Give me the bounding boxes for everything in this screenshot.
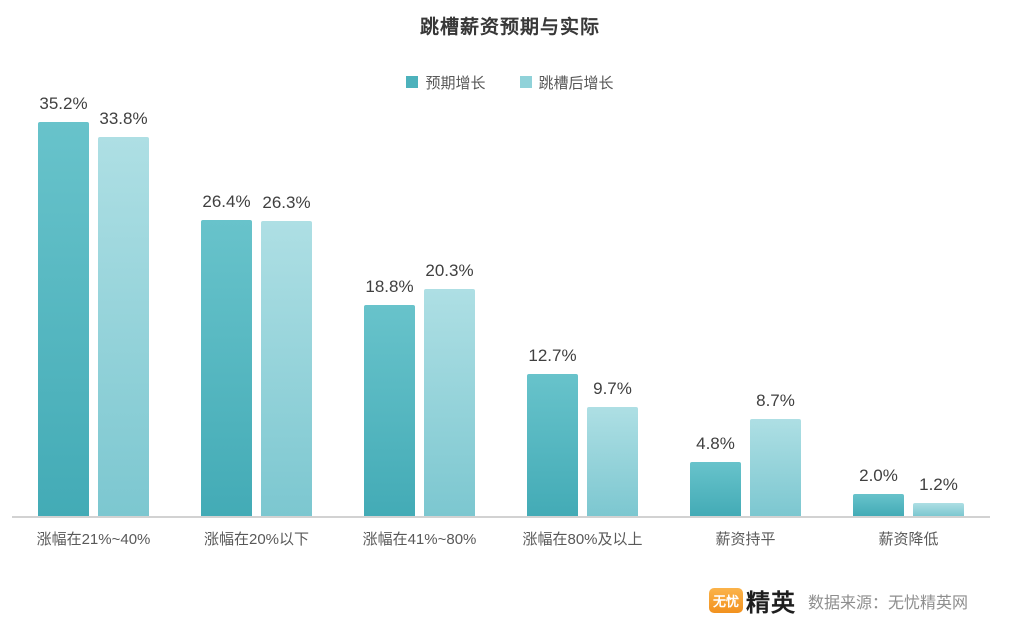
bar-value-label: 8.7%	[756, 391, 795, 410]
bar-group-0: 35.2% 33.8%	[12, 94, 175, 516]
bar-wrap-s1-g0: 33.8%	[98, 109, 149, 516]
bar-value-label: 1.2%	[919, 475, 958, 494]
bar-group-5: 2.0% 1.2%	[827, 466, 990, 516]
bar-wrap-s0-g0: 35.2%	[38, 94, 89, 516]
legend-label: 跳槽后增长	[538, 74, 614, 92]
logo-wuyou-badge: 无忧	[708, 588, 743, 613]
x-axis-label-0: 涨幅在21%~40%	[36, 531, 151, 548]
x-axis-label-4: 薪资持平	[715, 531, 776, 548]
bar-group-1: 26.4% 26.3%	[175, 192, 338, 516]
footer: 无忧 精英 数据来源：无忧精英网	[708, 583, 968, 618]
bar-expected-2	[364, 305, 415, 516]
legend-item-0: 预期增长	[406, 72, 486, 93]
bar-wrap-s1-g2: 20.3%	[424, 261, 475, 516]
bar-wrap-s1-g3: 9.7%	[587, 379, 638, 516]
bar-actual-0	[98, 137, 149, 516]
bar-actual-1	[261, 221, 312, 516]
bar-expected-1	[201, 220, 252, 516]
bar-wrap-s1-g5: 1.2%	[913, 475, 964, 516]
legend-marker-icon	[519, 76, 532, 88]
bar-wrap-s1-g1: 26.3%	[261, 193, 312, 516]
chart-canvas: 跳槽薪资预期与实际 预期增长 跳槽后增长 35.2% 33.8% 26.4% 26.3%…	[0, 12, 1020, 632]
bar-wrap-s0-g2: 18.8%	[364, 277, 415, 516]
chart-title: 跳槽薪资预期与实际	[419, 17, 600, 38]
bar-value-label: 33.8%	[99, 109, 148, 128]
bar-value-label: 4.8%	[696, 434, 735, 453]
bar-group-2: 18.8% 20.3%	[338, 261, 501, 516]
legend-label: 预期增长	[425, 74, 486, 92]
data-source-text: 数据来源：无忧精英网	[807, 594, 968, 612]
bar-wrap-s0-g4: 4.8%	[690, 434, 741, 516]
bar-group-4: 4.8% 8.7%	[664, 391, 827, 516]
bar-actual-3	[587, 407, 638, 516]
bar-value-label: 9.7%	[593, 379, 632, 398]
bar-value-label: 35.2%	[39, 94, 88, 113]
bar-expected-3	[527, 374, 578, 516]
bar-value-label: 20.3%	[425, 261, 474, 280]
logo-jingying-text: 精英	[745, 590, 796, 617]
x-axis-label-2: 涨幅在41%~80%	[362, 531, 477, 548]
x-axis-labels: 涨幅在21%~40% 涨幅在20%以下 涨幅在41%~80% 涨幅在80%及以上 薪资持…	[12, 528, 990, 549]
bar-actual-2	[424, 289, 475, 516]
x-axis-label-1: 涨幅在20%以下	[203, 531, 310, 548]
legend-item-1: 跳槽后增长	[519, 72, 614, 93]
bar-actual-4	[750, 419, 801, 516]
brand-logo: 无忧 精英	[708, 583, 796, 618]
bar-expected-4	[690, 462, 741, 516]
bar-wrap-s0-g3: 12.7%	[527, 346, 578, 516]
plot-area: 35.2% 33.8% 26.4% 26.3% 18.8% 20.3% 12.7% 9.7% 4…	[12, 91, 990, 518]
bar-value-label: 18.8%	[365, 277, 414, 296]
bar-wrap-s0-g1: 26.4%	[201, 192, 252, 516]
bar-expected-5	[853, 494, 904, 516]
bar-actual-5	[913, 503, 964, 516]
bar-wrap-s0-g5: 2.0%	[853, 466, 904, 516]
x-axis-label-5: 薪资降低	[878, 531, 939, 548]
x-axis-label-3: 涨幅在80%及以上	[522, 531, 643, 548]
legend-marker-icon	[406, 76, 419, 88]
bar-value-label: 12.7%	[528, 346, 577, 365]
bar-value-label: 26.3%	[262, 193, 311, 212]
bar-value-label: 26.4%	[202, 192, 251, 211]
bar-value-label: 2.0%	[859, 466, 898, 485]
bar-group-3: 12.7% 9.7%	[501, 346, 664, 516]
bar-wrap-s1-g4: 8.7%	[750, 391, 801, 516]
legend: 预期增长 跳槽后增长	[0, 72, 1020, 93]
bar-expected-0	[38, 122, 89, 516]
